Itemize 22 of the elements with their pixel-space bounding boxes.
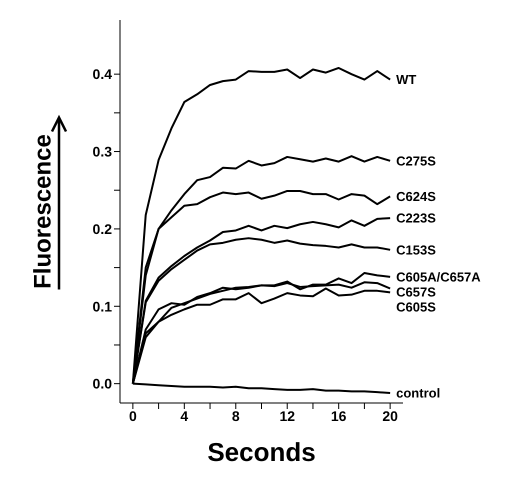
series-label: WT (396, 72, 416, 88)
x-tick-label: 12 (279, 408, 296, 424)
y-tick-label: 0.1 (92, 298, 112, 314)
x-tick-label: 16 (330, 408, 347, 424)
y-tick-label: 0.4 (92, 66, 112, 82)
series-label: C223S (396, 210, 436, 226)
series-label: C657S (396, 284, 436, 300)
y-tick-label: 0.3 (92, 144, 112, 160)
x-tick-label: 20 (382, 408, 398, 424)
series-label: C153S (396, 242, 436, 258)
x-tick-label: 8 (232, 408, 240, 424)
series-label: control (396, 385, 440, 400)
y-tick-label: 0.2 (92, 220, 112, 237)
series-label: C605A/C657A (396, 269, 482, 284)
x-tick-label: 0 (128, 408, 137, 424)
x-axis-title: Seconds (207, 437, 316, 467)
series-label: C605S (396, 299, 436, 314)
series-label: C275S (396, 153, 436, 168)
y-axis-title: Fluorescence (29, 134, 56, 289)
y-tick-label: 0.0 (92, 376, 112, 392)
series-label: C624S (396, 188, 436, 204)
x-tick-label: 4 (180, 408, 188, 424)
